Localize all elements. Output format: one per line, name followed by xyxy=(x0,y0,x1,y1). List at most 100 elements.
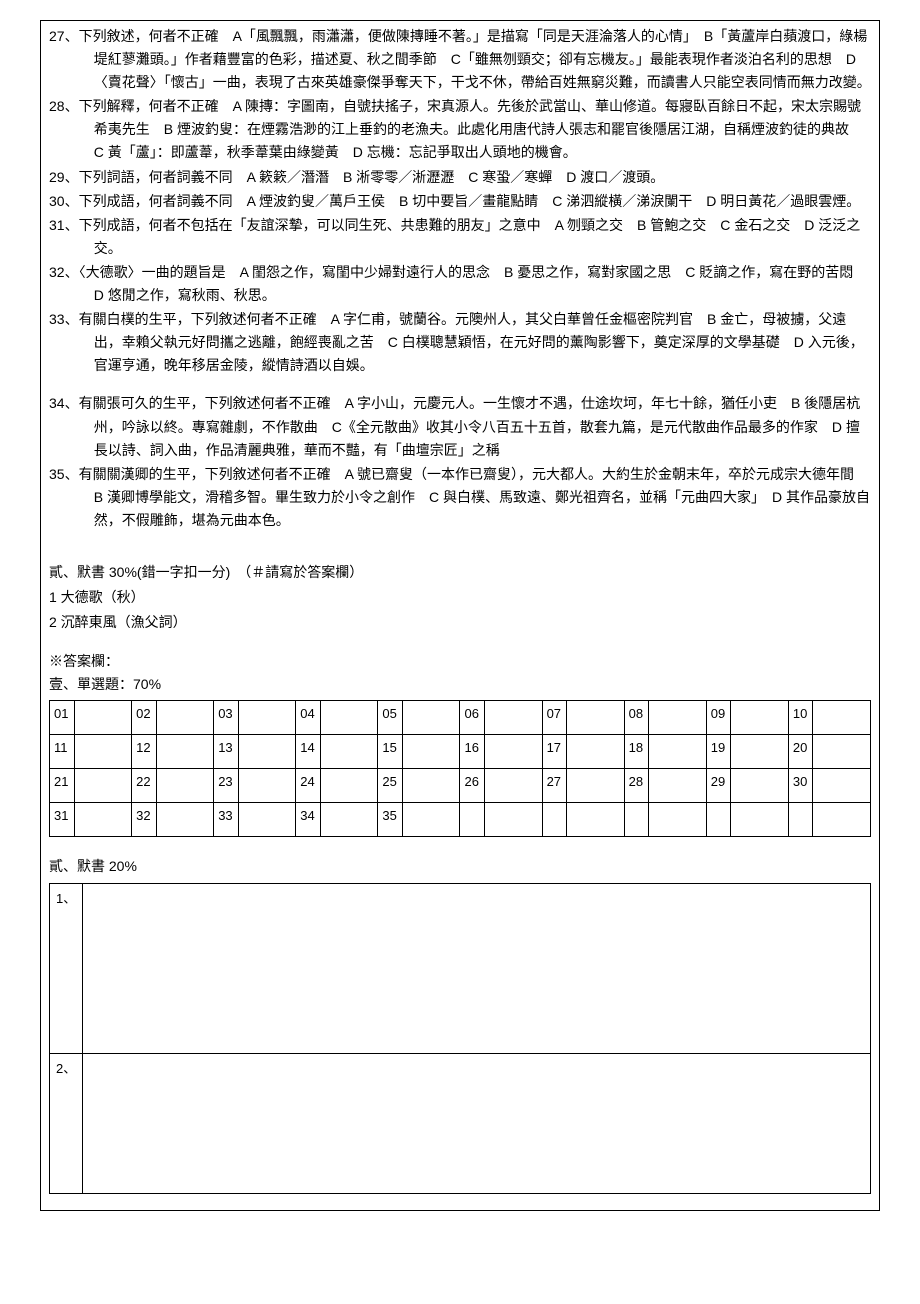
cell-num: 19 xyxy=(706,735,731,769)
cell-num xyxy=(788,803,813,837)
cell-num: 05 xyxy=(378,701,403,735)
cell-blank[interactable] xyxy=(156,803,213,837)
cell-blank[interactable] xyxy=(320,701,377,735)
cell-blank[interactable] xyxy=(74,701,131,735)
cell-blank[interactable] xyxy=(485,701,542,735)
cell-blank[interactable] xyxy=(320,735,377,769)
cell-num: 25 xyxy=(378,769,403,803)
answer-row-4: 31 32 33 34 35 xyxy=(50,803,871,837)
section-2-title: 貳、默書 30%(錯一字扣一分) （＃請寫於答案欄） xyxy=(49,561,871,584)
cell-blank[interactable] xyxy=(238,769,295,803)
cell-blank[interactable] xyxy=(156,735,213,769)
cell-blank[interactable] xyxy=(567,701,624,735)
answer-grid: 01 02 03 04 05 06 07 08 09 10 11 12 13 1… xyxy=(49,700,871,837)
cell-blank[interactable] xyxy=(403,735,460,769)
section-2-item-1: 1 大德歌（秋） xyxy=(49,586,871,609)
cell-blank[interactable] xyxy=(238,701,295,735)
cell-blank[interactable] xyxy=(567,735,624,769)
cell-blank[interactable] xyxy=(813,803,871,837)
question-32: 32、〈大德歌〉一曲的題旨是 A 閨怨之作，寫閨中少婦對遠行人的思念 B 憂思之… xyxy=(49,261,871,307)
mc-title: 壹、單選題：70% xyxy=(49,673,871,696)
cell-blank[interactable] xyxy=(649,803,706,837)
cell-blank[interactable] xyxy=(74,769,131,803)
question-28: 28、下列解釋，何者不正確 A 陳摶：字圖南，自號扶搖子，宋真源人。先後於武當山… xyxy=(49,95,871,164)
cell-num: 17 xyxy=(542,735,567,769)
cell-num: 10 xyxy=(788,701,813,735)
cell-num: 04 xyxy=(296,701,321,735)
answer-row-1: 01 02 03 04 05 06 07 08 09 10 xyxy=(50,701,871,735)
cell-num: 13 xyxy=(214,735,239,769)
writing-table: 1、 2、 xyxy=(49,883,871,1194)
cell-num: 08 xyxy=(624,701,649,735)
writing-title: 貳、默書 20% xyxy=(49,855,871,878)
cell-blank[interactable] xyxy=(813,769,871,803)
cell-num: 33 xyxy=(214,803,239,837)
cell-blank[interactable] xyxy=(649,701,706,735)
answer-area-label: ※答案欄： xyxy=(49,650,871,673)
cell-blank[interactable] xyxy=(238,803,295,837)
question-27: 27、下列敘述，何者不正確 A「風飄飄，雨瀟瀟，便做陳摶睡不著。」是描寫「同是天… xyxy=(49,25,871,94)
cell-num: 23 xyxy=(214,769,239,803)
cell-blank[interactable] xyxy=(320,803,377,837)
cell-num: 01 xyxy=(50,701,75,735)
cell-num: 11 xyxy=(50,735,75,769)
cell-blank[interactable] xyxy=(813,701,871,735)
cell-blank[interactable] xyxy=(74,803,131,837)
section-2-item-2: 2 沉醉東風（漁父詞） xyxy=(49,611,871,634)
cell-blank[interactable] xyxy=(567,803,624,837)
cell-num: 26 xyxy=(460,769,485,803)
cell-blank[interactable] xyxy=(485,769,542,803)
question-33: 33、有關白樸的生平，下列敘述何者不正確 A 字仁甫，號蘭谷。元隩州人，其父白華… xyxy=(49,308,871,377)
cell-blank[interactable] xyxy=(731,769,788,803)
question-34: 34、有關張可久的生平，下列敘述何者不正確 A 字小山，元慶元人。一生懷才不遇，… xyxy=(49,392,871,461)
cell-blank[interactable] xyxy=(485,803,542,837)
cell-blank[interactable] xyxy=(156,769,213,803)
cell-blank[interactable] xyxy=(649,735,706,769)
question-31: 31、下列成語，何者不包括在「友誼深摯，可以同生死、共患難的朋友」之意中 A 刎… xyxy=(49,214,871,260)
cell-num: 31 xyxy=(50,803,75,837)
cell-num: 06 xyxy=(460,701,485,735)
cell-blank[interactable] xyxy=(813,735,871,769)
cell-num: 12 xyxy=(132,735,157,769)
cell-blank[interactable] xyxy=(567,769,624,803)
cell-num xyxy=(706,803,731,837)
answer-row-3: 21 22 23 24 25 26 27 28 29 30 xyxy=(50,769,871,803)
question-29: 29、下列詞語，何者詞義不同 A 簌簌／潛潛 B 淅零零／淅瀝瀝 C 寒蛩／寒蟬… xyxy=(49,166,871,189)
cell-blank[interactable] xyxy=(731,803,788,837)
cell-num: 22 xyxy=(132,769,157,803)
cell-num: 18 xyxy=(624,735,649,769)
cell-num: 14 xyxy=(296,735,321,769)
cell-blank[interactable] xyxy=(731,701,788,735)
cell-num: 35 xyxy=(378,803,403,837)
cell-blank[interactable] xyxy=(731,735,788,769)
cell-blank[interactable] xyxy=(403,701,460,735)
cell-num xyxy=(542,803,567,837)
question-35: 35、有關關漢卿的生平，下列敘述何者不正確 A 號已齋叟（一本作已齋叟），元大都… xyxy=(49,463,871,532)
cell-num: 27 xyxy=(542,769,567,803)
cell-num: 03 xyxy=(214,701,239,735)
cell-blank[interactable] xyxy=(320,769,377,803)
writing-label-2: 2、 xyxy=(50,1053,83,1193)
cell-num: 16 xyxy=(460,735,485,769)
cell-num: 32 xyxy=(132,803,157,837)
cell-num: 02 xyxy=(132,701,157,735)
page-container: 27、下列敘述，何者不正確 A「風飄飄，雨瀟瀟，便做陳摶睡不著。」是描寫「同是天… xyxy=(40,20,880,1211)
cell-blank[interactable] xyxy=(485,735,542,769)
cell-blank[interactable] xyxy=(74,735,131,769)
cell-num: 29 xyxy=(706,769,731,803)
question-30: 30、下列成語，何者詞義不同 A 煙波釣叟／萬戶王侯 B 切中要旨／畫龍點睛 C… xyxy=(49,190,871,213)
cell-num: 20 xyxy=(788,735,813,769)
writing-space-2[interactable] xyxy=(83,1053,871,1193)
cell-blank[interactable] xyxy=(649,769,706,803)
cell-num: 28 xyxy=(624,769,649,803)
cell-num xyxy=(460,803,485,837)
cell-blank[interactable] xyxy=(156,701,213,735)
cell-num: 09 xyxy=(706,701,731,735)
writing-label-1: 1、 xyxy=(50,883,83,1053)
cell-num: 30 xyxy=(788,769,813,803)
writing-space-1[interactable] xyxy=(83,883,871,1053)
cell-blank[interactable] xyxy=(403,769,460,803)
cell-blank[interactable] xyxy=(403,803,460,837)
cell-blank[interactable] xyxy=(238,735,295,769)
cell-num xyxy=(624,803,649,837)
